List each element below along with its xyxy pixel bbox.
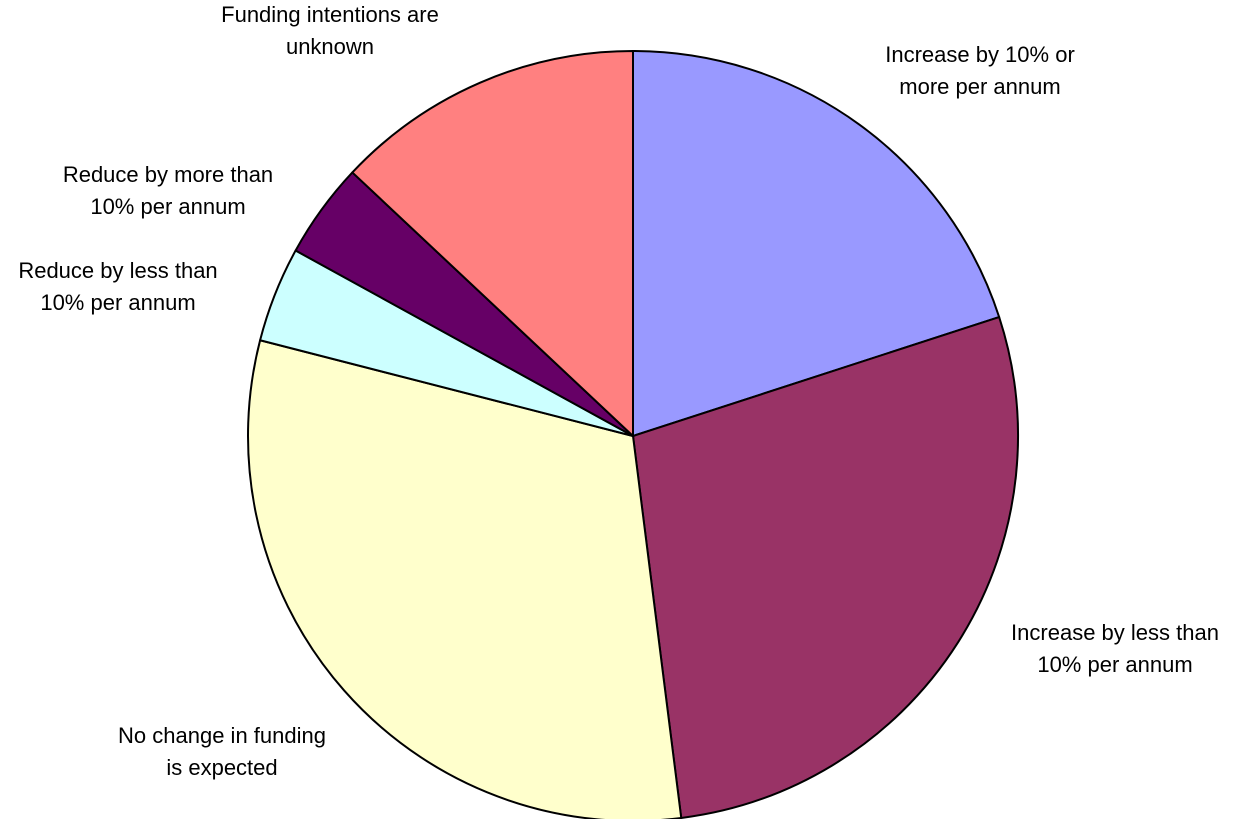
pie-slice-1 — [632, 316, 1019, 819]
slice-label-line: 10% per annum — [40, 290, 195, 315]
slice-label-line: No change in funding — [118, 723, 326, 748]
slice-label-3: Reduce by less than 10% per annum — [18, 258, 217, 315]
slice-label-1: Increase by less than 10% per annum — [1011, 620, 1219, 677]
pie-slice-5 — [351, 50, 634, 437]
slice-label-line: 10% per annum — [90, 194, 245, 219]
pie-labels: Increase by 10% or more per annumIncrease… — [18, 2, 1219, 780]
slice-label-4: Reduce by more than 10% per annum — [63, 162, 273, 219]
slice-label-2: No change in funding is expected — [118, 723, 326, 780]
slice-label-line: Funding intentions are — [221, 2, 439, 27]
slice-label-5: Funding intentions are unknown — [221, 2, 439, 59]
slice-label-line: Reduce by less than — [18, 258, 217, 283]
slice-label-line: Reduce by more than — [63, 162, 273, 187]
slice-label-line: unknown — [286, 34, 374, 59]
slice-label-line: is expected — [166, 755, 277, 780]
slice-label-line: Increase by less than — [1011, 620, 1219, 645]
slice-label-line: 10% per annum — [1037, 652, 1192, 677]
slice-label-0: Increase by 10% or more per annum — [885, 42, 1075, 99]
pie-slice-0 — [632, 50, 1001, 437]
pie-slices — [247, 50, 1019, 819]
pie-slice-2 — [247, 339, 683, 819]
slice-label-line: Increase by 10% or — [885, 42, 1075, 67]
slice-label-line: more per annum — [899, 74, 1060, 99]
